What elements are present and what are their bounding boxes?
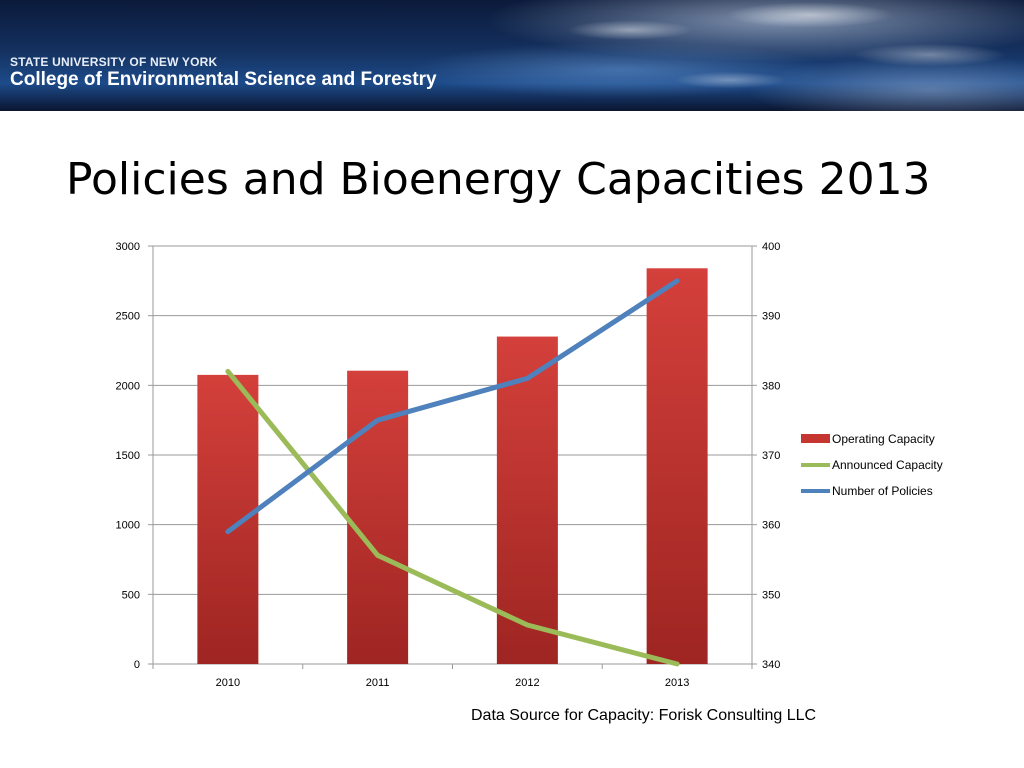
header-banner: STATE UNIVERSITY OF NEW YORK College of … <box>0 0 1024 111</box>
line-announced-capacity <box>225 368 680 667</box>
right-axis-tick-label: 380 <box>762 380 780 392</box>
x-axis-tick-label: 2013 <box>665 677 689 689</box>
x-axis-tick-label: 2012 <box>515 677 539 689</box>
left-axis-tick-label: 3000 <box>116 241 140 253</box>
left-axis-tick-label: 2500 <box>116 311 140 323</box>
banner-sky-image <box>480 0 1024 111</box>
bar-operating-capacity <box>646 268 708 664</box>
legend-label-announced-capacity: Announced Capacity <box>832 458 943 472</box>
legend-label-operating-capacity: Operating Capacity <box>832 432 935 446</box>
right-axis-tick-label: 400 <box>762 241 780 253</box>
line-number-of-policies <box>225 278 680 535</box>
right-axis-tick-label: 360 <box>762 520 780 532</box>
x-axis-tick-label: 2011 <box>366 677 390 689</box>
legend-swatch-operating-capacity <box>801 434 830 443</box>
bar-operating-capacity <box>496 336 558 664</box>
left-axis-tick-label: 500 <box>122 589 140 601</box>
banner-college-name: College of Environmental Science and For… <box>10 69 437 90</box>
data-source-note: Data Source for Capacity: Forisk Consult… <box>471 707 817 724</box>
left-axis-tick-label: 1000 <box>116 520 140 532</box>
legend-label-number-of-policies: Number of Policies <box>832 484 933 498</box>
banner-university-name: STATE UNIVERSITY OF NEW YORK <box>10 55 218 69</box>
left-axis-tick-label: 0 <box>134 659 140 671</box>
bar-operating-capacity <box>197 374 259 664</box>
slide-title: Policies and Bioenergy Capacities 2013 <box>66 154 931 205</box>
right-axis-tick-label: 370 <box>762 450 780 462</box>
left-axis-tick-label: 1500 <box>116 450 140 462</box>
right-axis-tick-label: 340 <box>762 659 780 671</box>
left-axis-tick-label: 2000 <box>116 380 140 392</box>
right-axis-tick-label: 390 <box>762 311 780 323</box>
right-axis-tick-label: 350 <box>762 589 780 601</box>
x-axis-tick-label: 2010 <box>216 677 240 689</box>
